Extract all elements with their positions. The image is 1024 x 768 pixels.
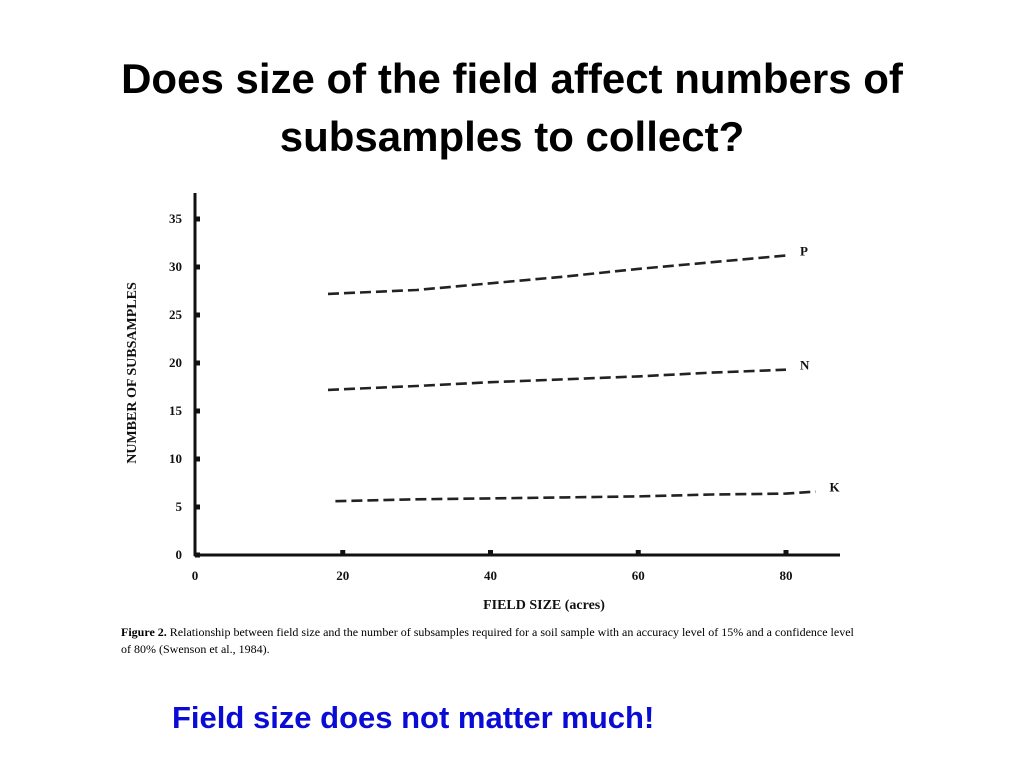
y-tick-mark <box>195 264 200 270</box>
x-tick-mark <box>783 550 789 555</box>
x-tick-label: 0 <box>192 568 199 583</box>
x-tick-label: 80 <box>780 568 793 583</box>
x-tick-mark <box>340 550 346 555</box>
y-tick-mark <box>195 504 200 510</box>
y-tick-label: 20 <box>169 355 182 370</box>
series-label-k: K <box>830 480 841 495</box>
y-tick-mark <box>195 360 200 366</box>
x-tick-mark <box>488 550 493 555</box>
y-tick-label: 5 <box>176 499 183 514</box>
x-tick-mark <box>635 550 641 555</box>
x-axis-label: FIELD SIZE (acres) <box>483 598 605 613</box>
y-tick-label: 25 <box>169 307 183 322</box>
y-tick-label: 15 <box>169 403 183 418</box>
y-tick-label: 0 <box>176 547 183 562</box>
figure-caption: Figure 2. Relationship between field siz… <box>121 624 861 658</box>
slide-title: Does size of the field affect numbers of… <box>20 50 1004 166</box>
y-tick-mark <box>195 456 200 462</box>
x-tick-label: 60 <box>632 568 645 583</box>
y-tick-label: 35 <box>169 211 183 226</box>
y-axis-label: NUMBER OF SUBSAMPLES <box>125 282 140 464</box>
x-tick-label: 20 <box>336 568 349 583</box>
slide-title-line-2: subsamples to collect? <box>279 113 745 160</box>
slide-title-line-1: Does size of the field affect numbers of <box>121 55 903 102</box>
series-line-p <box>327 254 787 296</box>
caption-label: Figure 2. <box>121 625 167 639</box>
y-tick-mark <box>195 552 200 558</box>
y-tick-mark <box>195 216 200 222</box>
caption-text: Relationship between field size and the … <box>121 625 854 656</box>
y-tick-mark <box>195 408 200 414</box>
series-label-n: N <box>800 358 810 373</box>
x-tick-label: 40 <box>484 568 497 583</box>
y-tick-label: 10 <box>169 451 182 466</box>
y-tick-label: 30 <box>169 259 182 274</box>
y-tick-mark <box>195 312 200 318</box>
subsamples-line-chart: 0 5 10 15 20 25 30 35 0 20 40 60 80 P N K NUMBER OF S… <box>125 193 841 613</box>
series-line-n <box>327 368 787 392</box>
series-line-k <box>335 490 816 503</box>
takeaway-text: Field size does not matter much! <box>172 700 655 735</box>
series-label-p: P <box>800 243 808 258</box>
